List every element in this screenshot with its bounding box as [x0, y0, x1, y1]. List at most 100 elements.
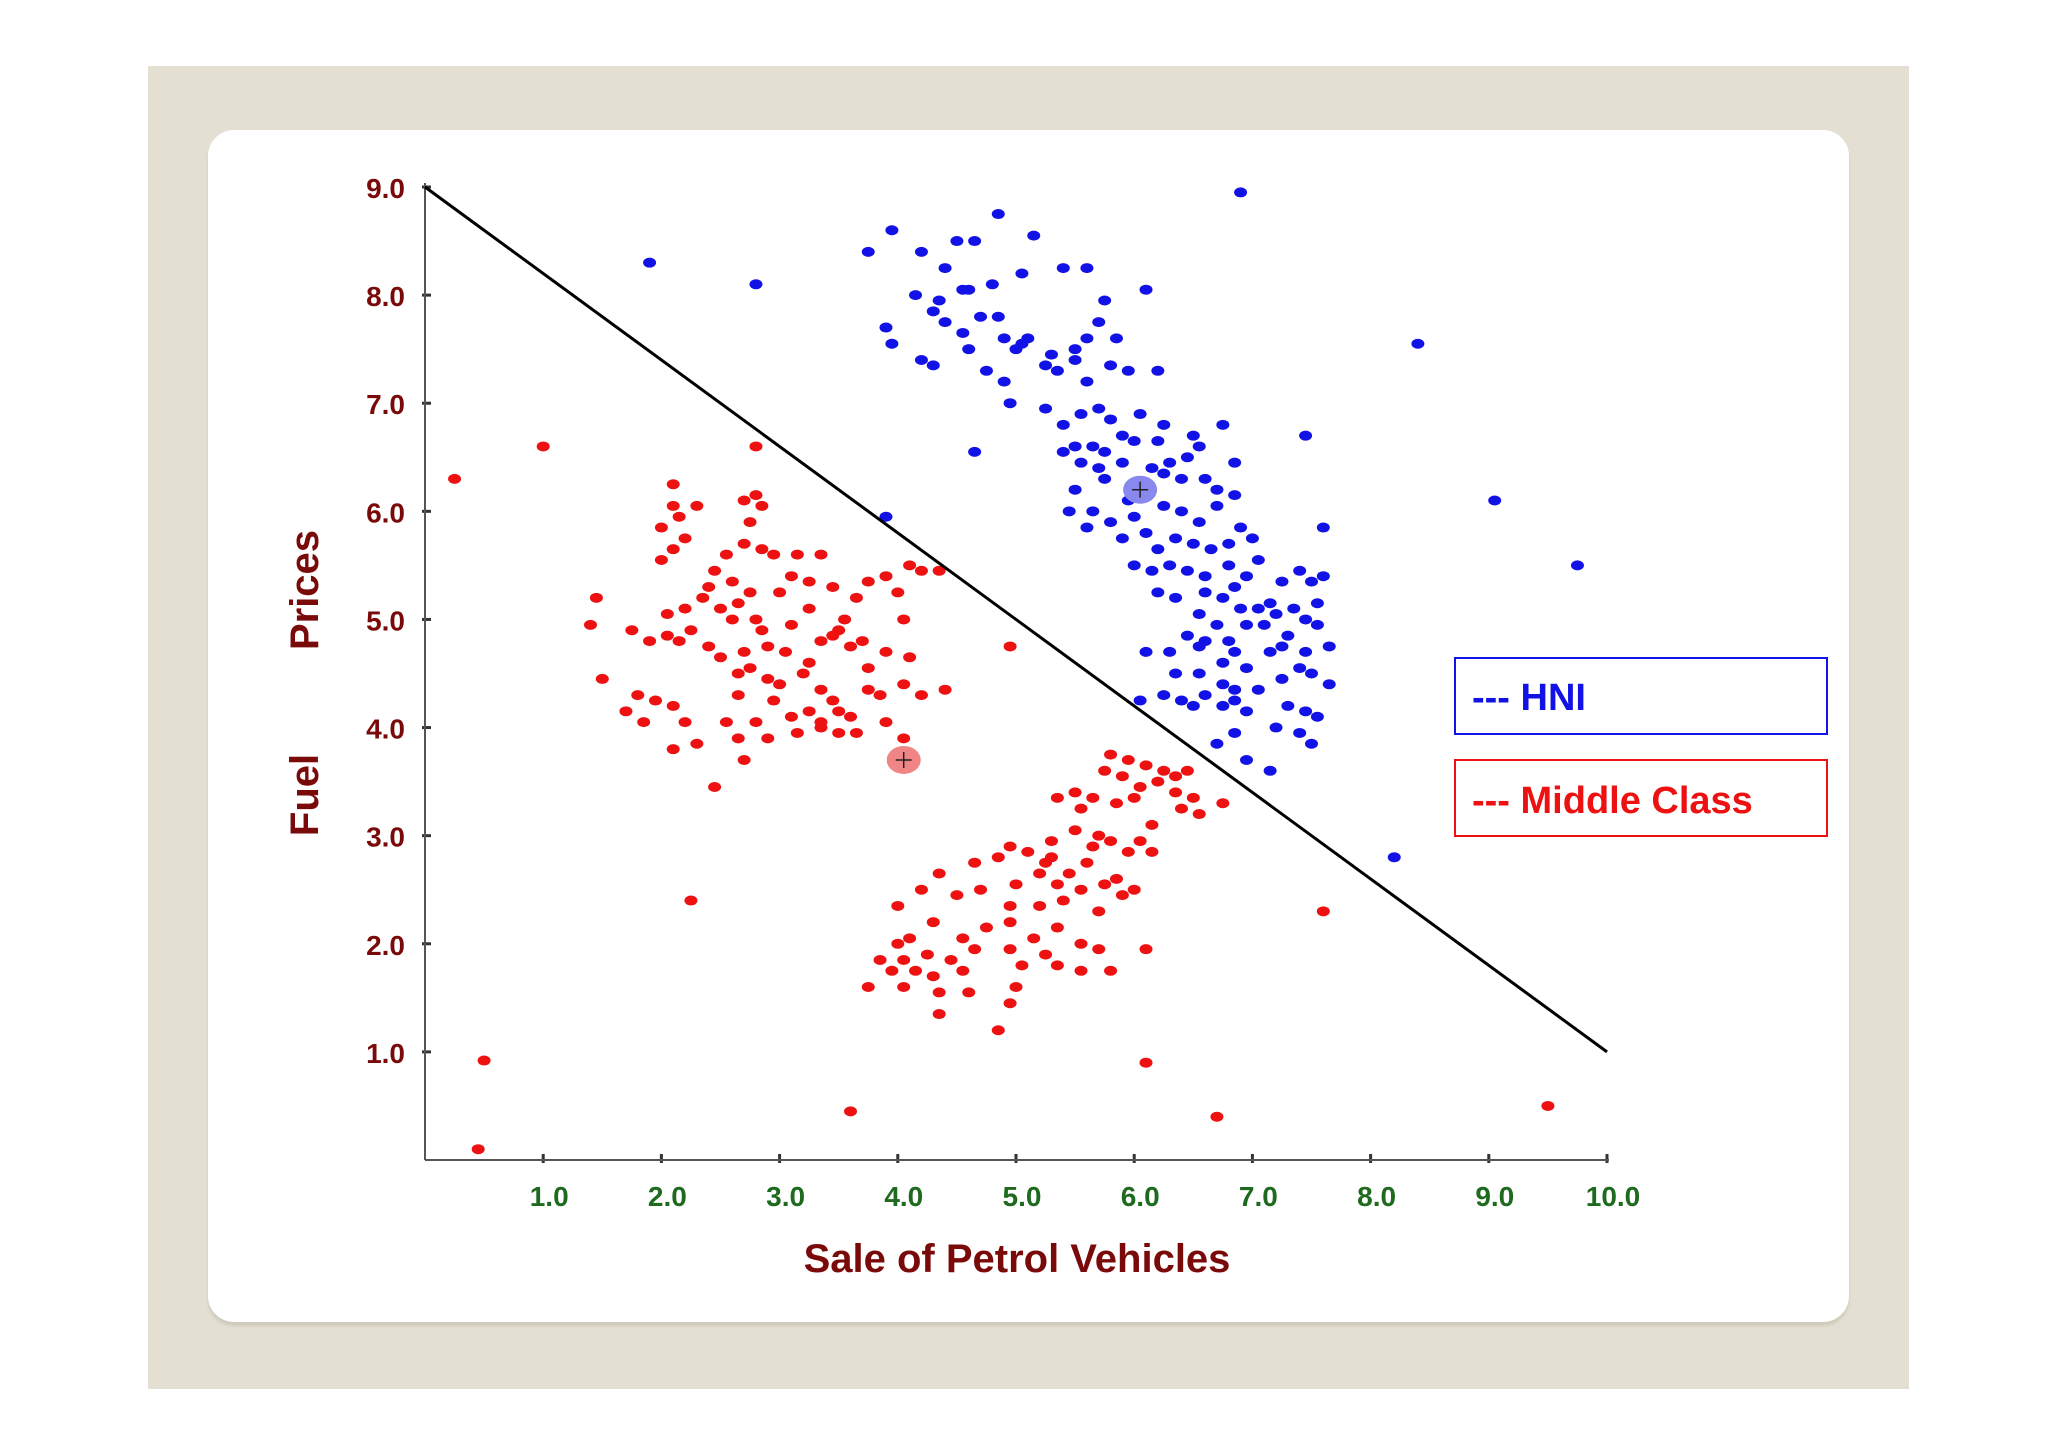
data-point	[1157, 500, 1171, 511]
data-point	[926, 971, 940, 982]
data-point	[1098, 295, 1112, 306]
data-point	[873, 954, 887, 965]
data-point	[737, 495, 751, 506]
data-point	[1003, 641, 1017, 652]
data-point	[974, 884, 988, 895]
data-point	[962, 344, 976, 355]
data-point	[1192, 441, 1206, 452]
data-point	[968, 236, 982, 247]
data-point	[1281, 630, 1295, 641]
data-point	[1322, 679, 1336, 690]
data-point	[471, 1144, 485, 1155]
data-point	[1115, 890, 1129, 901]
data-point	[944, 954, 958, 965]
data-point	[1127, 792, 1141, 803]
data-point	[796, 668, 810, 679]
data-point	[773, 679, 787, 690]
data-point	[1234, 603, 1248, 614]
data-point	[1299, 430, 1313, 441]
data-point	[1056, 446, 1070, 457]
data-point	[1174, 803, 1188, 814]
data-point	[672, 511, 686, 522]
data-point	[914, 246, 928, 257]
data-point	[666, 700, 680, 711]
data-point	[690, 500, 704, 511]
data-point	[1039, 949, 1053, 960]
data-point	[991, 209, 1005, 220]
data-point	[784, 619, 798, 630]
data-point	[643, 636, 657, 647]
data-point	[1027, 230, 1041, 241]
data-point	[743, 517, 757, 528]
data-point	[1121, 365, 1135, 376]
data-point	[861, 684, 875, 695]
data-point	[1133, 836, 1147, 847]
data-point	[1145, 846, 1159, 857]
x-tick-label: 5.0	[1003, 1181, 1042, 1212]
y-tick-label: 4.0	[366, 714, 405, 745]
legend-label-middle-class: --- Middle Class	[1472, 780, 1753, 822]
data-point	[1204, 544, 1218, 555]
data-point	[1275, 673, 1289, 684]
data-point	[1092, 403, 1106, 414]
data-point	[885, 225, 899, 236]
data-point	[855, 636, 869, 647]
data-point	[1086, 841, 1100, 852]
y-axis-label-fuel: Fuel	[283, 754, 327, 836]
data-point	[979, 365, 993, 376]
data-point	[708, 565, 722, 576]
data-point	[684, 895, 698, 906]
x-tick-label: 3.0	[766, 1181, 805, 1212]
data-point	[1021, 333, 1035, 344]
data-point	[660, 630, 674, 641]
data-point	[891, 900, 905, 911]
data-point	[802, 706, 816, 717]
data-point	[749, 279, 763, 290]
data-point	[914, 690, 928, 701]
data-point	[879, 511, 893, 522]
data-point	[861, 576, 875, 587]
data-point	[1180, 630, 1194, 641]
data-point	[1228, 727, 1242, 738]
data-point	[932, 565, 946, 576]
x-tick-label: 8.0	[1357, 1181, 1396, 1212]
data-point	[1210, 738, 1224, 749]
data-point	[666, 500, 680, 511]
data-point	[737, 646, 751, 657]
data-point	[1293, 727, 1307, 738]
data-point	[1086, 441, 1100, 452]
data-point	[926, 360, 940, 371]
data-point	[1151, 544, 1165, 555]
data-point	[903, 560, 917, 571]
data-point	[660, 609, 674, 620]
data-point	[1003, 944, 1017, 955]
data-point	[1163, 646, 1177, 657]
legend-box-middle-class	[1454, 759, 1828, 837]
data-point	[885, 338, 899, 349]
centroid-hni	[1123, 475, 1158, 504]
data-point	[1050, 365, 1064, 376]
data-point	[1228, 684, 1242, 695]
data-point	[1305, 576, 1318, 587]
data-point	[1180, 452, 1194, 463]
data-point	[1169, 592, 1183, 603]
data-point	[1056, 263, 1070, 274]
data-point	[1541, 1100, 1555, 1111]
data-point	[814, 549, 828, 560]
y-tick-label: 6.0	[366, 497, 405, 528]
data-point	[879, 717, 893, 728]
data-point	[1098, 765, 1112, 776]
data-point	[1039, 403, 1053, 414]
data-point	[1068, 441, 1082, 452]
data-point	[938, 317, 952, 328]
data-point	[1269, 609, 1283, 620]
data-point	[654, 554, 668, 565]
data-point	[1092, 317, 1106, 328]
data-point	[1068, 825, 1082, 836]
data-point	[932, 987, 946, 998]
data-point	[1044, 349, 1058, 360]
data-point	[1115, 771, 1129, 782]
data-point	[1056, 419, 1070, 430]
data-point	[932, 868, 946, 879]
data-point	[708, 782, 722, 793]
